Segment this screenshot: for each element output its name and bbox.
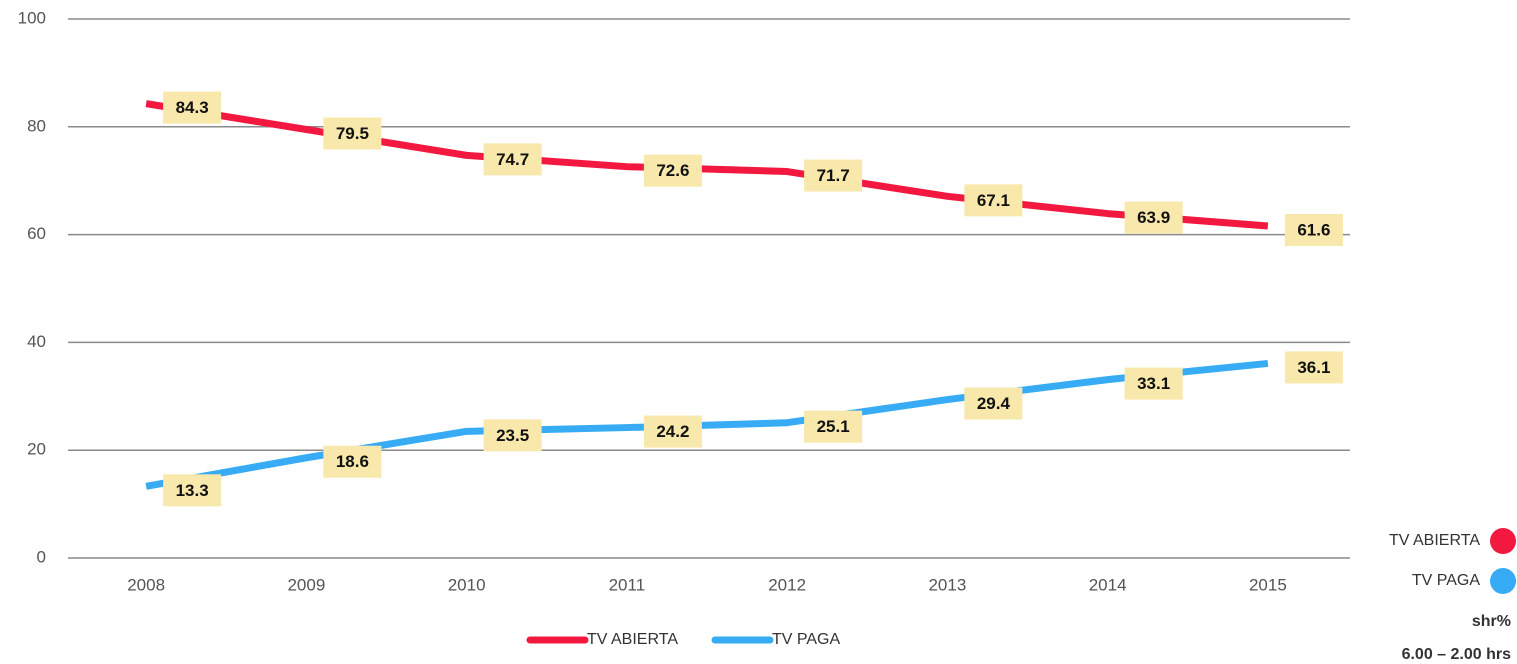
data-label: 63.9 bbox=[1137, 208, 1170, 227]
data-label-box bbox=[643, 154, 702, 187]
data-label-box bbox=[1284, 351, 1343, 384]
data-label-box bbox=[163, 91, 222, 124]
data-label: 36.1 bbox=[1297, 358, 1330, 377]
data-label-box bbox=[804, 410, 863, 443]
x-tick-label: 2012 bbox=[768, 575, 806, 594]
data-label: 13.3 bbox=[176, 481, 209, 500]
data-label: 25.1 bbox=[817, 417, 850, 436]
x-tick-label: 2008 bbox=[127, 575, 165, 594]
data-label: 29.4 bbox=[977, 394, 1011, 413]
data-label-box bbox=[323, 445, 382, 478]
data-label: 84.3 bbox=[176, 98, 209, 117]
data-label: 71.7 bbox=[817, 166, 850, 185]
data-label-box bbox=[483, 419, 542, 452]
y-tick-label: 100 bbox=[18, 8, 46, 27]
series-line bbox=[145, 359, 1269, 490]
data-label: 18.6 bbox=[336, 452, 369, 471]
side-legend-label: TV PAGA bbox=[1412, 572, 1480, 589]
legend-label: TV PAGA bbox=[772, 631, 840, 648]
legend-label: TV ABIERTA bbox=[587, 631, 678, 648]
x-tick-label: 2011 bbox=[609, 575, 646, 594]
side-legend-dot bbox=[1490, 528, 1516, 554]
x-tick-label: 2014 bbox=[1089, 575, 1127, 594]
annotation: shr% bbox=[1472, 613, 1511, 630]
data-label: 23.5 bbox=[496, 426, 529, 445]
data-label: 24.2 bbox=[656, 422, 689, 441]
data-label-box bbox=[483, 143, 542, 176]
data-label: 72.6 bbox=[656, 161, 689, 180]
annotation: 6.00 – 2.00 hrs bbox=[1402, 646, 1512, 663]
data-label-box bbox=[964, 387, 1023, 420]
data-label-box bbox=[1124, 201, 1183, 234]
data-label-box bbox=[804, 159, 863, 192]
x-tick-label: 2015 bbox=[1249, 575, 1287, 594]
data-label-box bbox=[1284, 213, 1343, 246]
data-label: 67.1 bbox=[977, 191, 1010, 210]
x-tick-label: 2009 bbox=[287, 575, 325, 594]
data-label: 33.1 bbox=[1137, 374, 1170, 393]
side-legend-dot bbox=[1490, 568, 1516, 594]
data-label-box bbox=[1124, 367, 1183, 400]
data-label-box bbox=[964, 184, 1023, 217]
data-label: 79.5 bbox=[336, 124, 369, 143]
x-tick-label: 2010 bbox=[448, 575, 486, 594]
y-tick-label: 0 bbox=[37, 547, 46, 566]
data-label-box bbox=[163, 474, 222, 507]
data-label: 74.7 bbox=[496, 150, 529, 169]
y-tick-label: 80 bbox=[27, 116, 46, 135]
side-legend-label: TV ABIERTA bbox=[1389, 532, 1480, 549]
y-tick-label: 60 bbox=[27, 224, 46, 243]
series-line bbox=[145, 100, 1269, 230]
y-tick-label: 20 bbox=[27, 440, 46, 459]
data-label: 61.6 bbox=[1297, 220, 1330, 239]
data-label-box bbox=[323, 117, 382, 150]
y-tick-label: 40 bbox=[27, 332, 46, 351]
x-tick-label: 2013 bbox=[928, 575, 966, 594]
data-label-box bbox=[643, 415, 702, 448]
